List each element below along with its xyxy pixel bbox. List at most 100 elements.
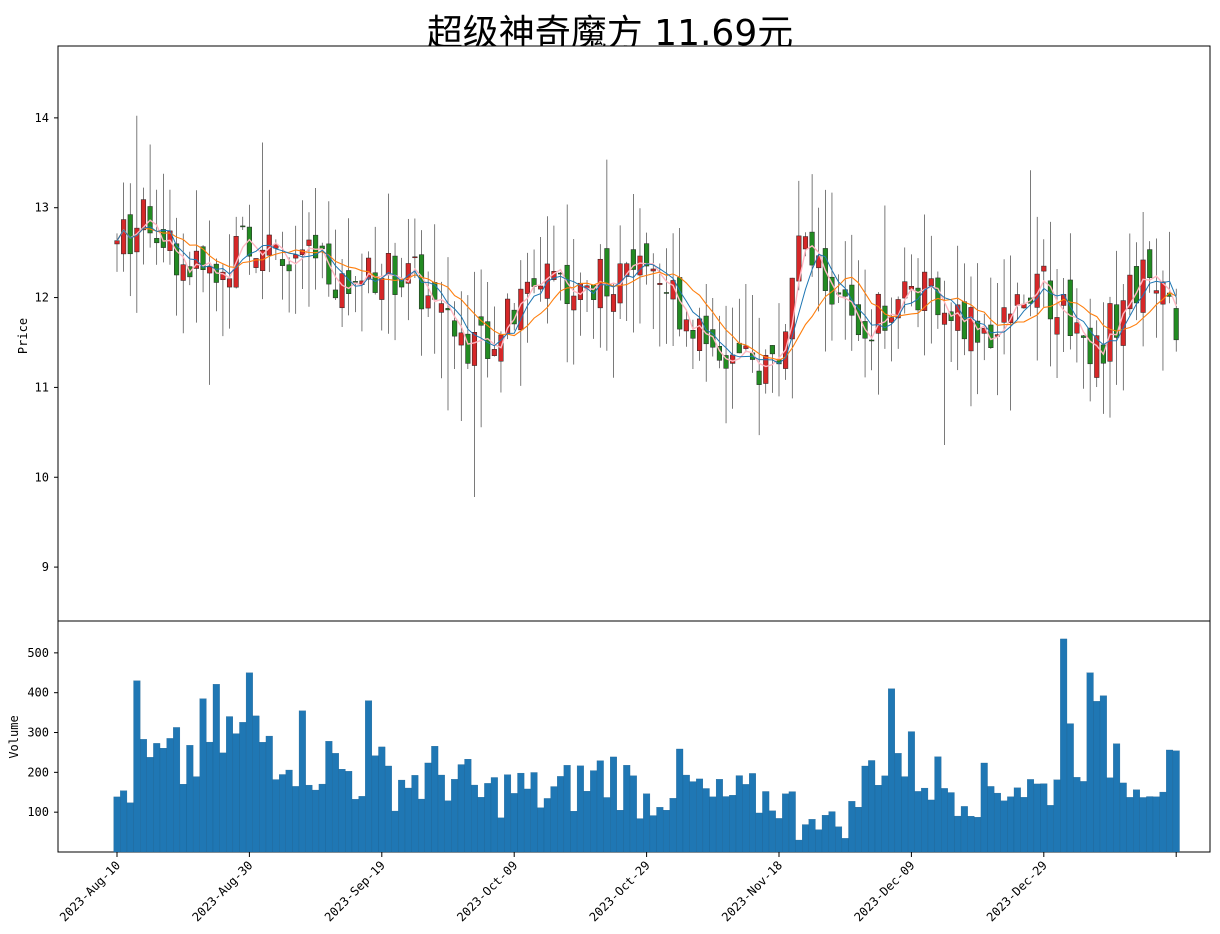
candle-body <box>1087 327 1093 365</box>
candle-body <box>121 219 127 255</box>
candle-body <box>1140 259 1146 313</box>
volume-bar <box>663 810 670 853</box>
volume-bar <box>484 783 492 853</box>
candle-body <box>372 272 378 293</box>
volume-bar <box>570 811 578 853</box>
candle-body <box>465 333 471 364</box>
candle-body <box>1054 317 1060 335</box>
candle-body <box>935 277 941 316</box>
candle-body <box>1094 335 1100 378</box>
candle-body <box>1080 335 1087 338</box>
candle-body <box>736 342 742 354</box>
candle-body <box>769 345 775 355</box>
volume-bar <box>1126 797 1134 853</box>
candle-body <box>346 270 352 294</box>
candle-body <box>875 293 881 334</box>
volume-bar <box>1027 779 1035 853</box>
volume-bar <box>345 771 353 853</box>
volume-bar <box>318 783 326 853</box>
volume-bar <box>1007 796 1015 853</box>
price-axis-label: Price <box>16 318 30 354</box>
volume-bar <box>742 784 750 853</box>
candle-body <box>306 239 312 246</box>
volume-bar <box>914 791 922 853</box>
price-panel-frame <box>57 45 1211 622</box>
volume-bar <box>788 791 796 853</box>
volume-bar <box>384 765 392 853</box>
candle-body <box>869 339 875 342</box>
volume-bar <box>1066 723 1074 853</box>
volume-bar <box>1033 783 1041 853</box>
candle-body <box>379 278 385 300</box>
volume-bar <box>768 810 776 853</box>
volume-bar <box>451 779 459 853</box>
volume-bar <box>854 807 862 853</box>
candle-body <box>1067 279 1073 336</box>
volume-bar <box>596 760 604 853</box>
candle-body <box>743 345 749 349</box>
volume-bar <box>1020 797 1028 853</box>
volume-bar <box>298 710 306 853</box>
volume-bar <box>954 815 962 853</box>
volume-bar <box>1013 787 1021 853</box>
volume-bar <box>1073 777 1081 853</box>
candle-body <box>1047 280 1053 320</box>
volume-bar <box>1159 791 1167 853</box>
volume-bar <box>1086 672 1094 853</box>
volume-bar <box>815 829 823 853</box>
volume-bar <box>279 774 286 853</box>
volume-bar <box>643 793 651 853</box>
candle-body <box>836 292 842 295</box>
volume-bars <box>113 638 1180 853</box>
volume-bar <box>828 811 836 853</box>
volume-bar <box>292 786 300 853</box>
volume-bar <box>312 789 320 853</box>
volume-bar <box>232 733 240 853</box>
volume-bar <box>755 812 763 853</box>
price-tick-label: 10 <box>35 470 49 484</box>
volume-bar <box>497 817 505 853</box>
volume-bar <box>371 755 379 853</box>
volume-bar <box>881 775 889 853</box>
volume-bar <box>1106 777 1114 853</box>
candle-body <box>154 238 160 244</box>
volume-bar <box>967 816 975 853</box>
volume-bar <box>894 753 902 853</box>
volume-bar <box>239 722 247 853</box>
candle-body <box>412 256 418 259</box>
candle-body <box>1041 265 1047 272</box>
volume-bar <box>1093 701 1101 853</box>
volume-bar <box>365 700 373 853</box>
volume-bar <box>1166 749 1174 853</box>
candle-body <box>902 281 908 299</box>
volume-bar <box>729 795 737 853</box>
volume-bar <box>795 839 803 853</box>
volume-bar <box>391 810 399 853</box>
volume-bar <box>656 807 664 853</box>
candle-body <box>385 253 391 275</box>
candle-body <box>683 319 689 332</box>
volume-bar <box>702 788 710 853</box>
candle-body <box>1114 304 1120 338</box>
candle-body <box>1014 294 1020 306</box>
volume-bar <box>636 818 644 853</box>
volume-bar <box>245 672 253 853</box>
volume-bar <box>305 784 313 853</box>
volume-bar <box>649 815 657 853</box>
volume-bar <box>530 772 538 853</box>
candle-body <box>1147 249 1153 279</box>
volume-bar <box>941 788 948 853</box>
volume-bar <box>133 680 141 853</box>
volume-bar <box>504 774 512 853</box>
candle-body <box>617 263 623 304</box>
candle-body <box>955 304 961 331</box>
volume-bar <box>206 741 214 853</box>
volume-tick-label: 400 <box>27 686 49 700</box>
volume-bar <box>523 788 531 853</box>
candle-body <box>604 248 610 297</box>
volume-bar <box>669 798 677 853</box>
volume-bar <box>802 824 809 853</box>
date-tick-label: 2023-Nov-18 <box>719 858 785 924</box>
date-tick-label: 2023-Dec-09 <box>851 858 917 924</box>
